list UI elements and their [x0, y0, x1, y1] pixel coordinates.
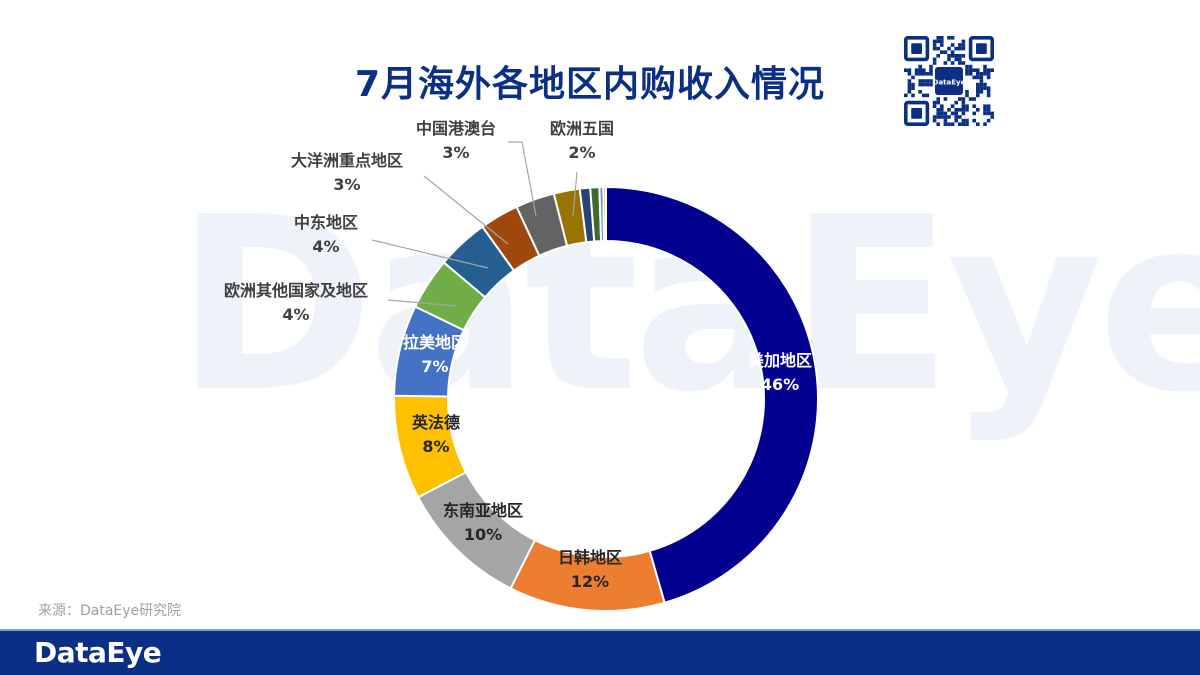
slice-value-9: 2% — [568, 143, 595, 162]
slice-label-3: 英法德 — [411, 413, 460, 432]
slice-value-0: 46% — [761, 375, 799, 394]
slice-label-5: 欧洲其他国家及地区 — [224, 281, 368, 300]
footer-logo: DataEye — [34, 636, 162, 669]
slice-label-0: 美加地区 — [748, 351, 812, 370]
qr-code: DataEye — [904, 36, 994, 126]
slice-label-4: 拉美地区 — [403, 333, 467, 352]
slice-label-1: 日韩地区 — [558, 548, 622, 567]
slice-value-7: 3% — [333, 175, 360, 194]
slice-label-9: 欧洲五国 — [550, 119, 614, 138]
slice-value-5: 4% — [282, 305, 309, 324]
slice-value-2: 10% — [464, 525, 502, 544]
slice-value-8: 3% — [442, 143, 469, 162]
source-note: 来源：DataEye研究院 — [38, 603, 182, 619]
slice-value-3: 8% — [422, 437, 449, 456]
slice-0 — [605, 185, 819, 604]
slice-label-7: 大洋洲重点地区 — [291, 151, 403, 170]
footer-bar: DataEye — [0, 629, 1200, 675]
slice-label-8: 中国港澳台 — [416, 119, 496, 138]
leader-line-6 — [371, 239, 489, 269]
leader-line-9 — [572, 171, 578, 217]
slice-value-6: 4% — [312, 237, 339, 256]
slice-value-4: 7% — [421, 357, 448, 376]
qr-logo-text: DataEye — [933, 79, 966, 87]
chart-title: 7月海外各地区内购收入情况 — [354, 64, 826, 105]
slice-13 — [602, 185, 607, 243]
donut-chart: 美加地区 46% 日韩地区 12% 东南亚地区 10% 英法德 8% 拉美地区 7% 欧洲其他国家及… — [224, 119, 819, 612]
slice-label-2: 东南亚地区 — [443, 501, 523, 520]
leader-line-8 — [508, 141, 537, 217]
leader-line-5 — [387, 299, 457, 307]
leader-line-7 — [423, 175, 509, 245]
slice-value-1: 12% — [571, 572, 609, 591]
slice-label-6: 中东地区 — [294, 213, 358, 232]
